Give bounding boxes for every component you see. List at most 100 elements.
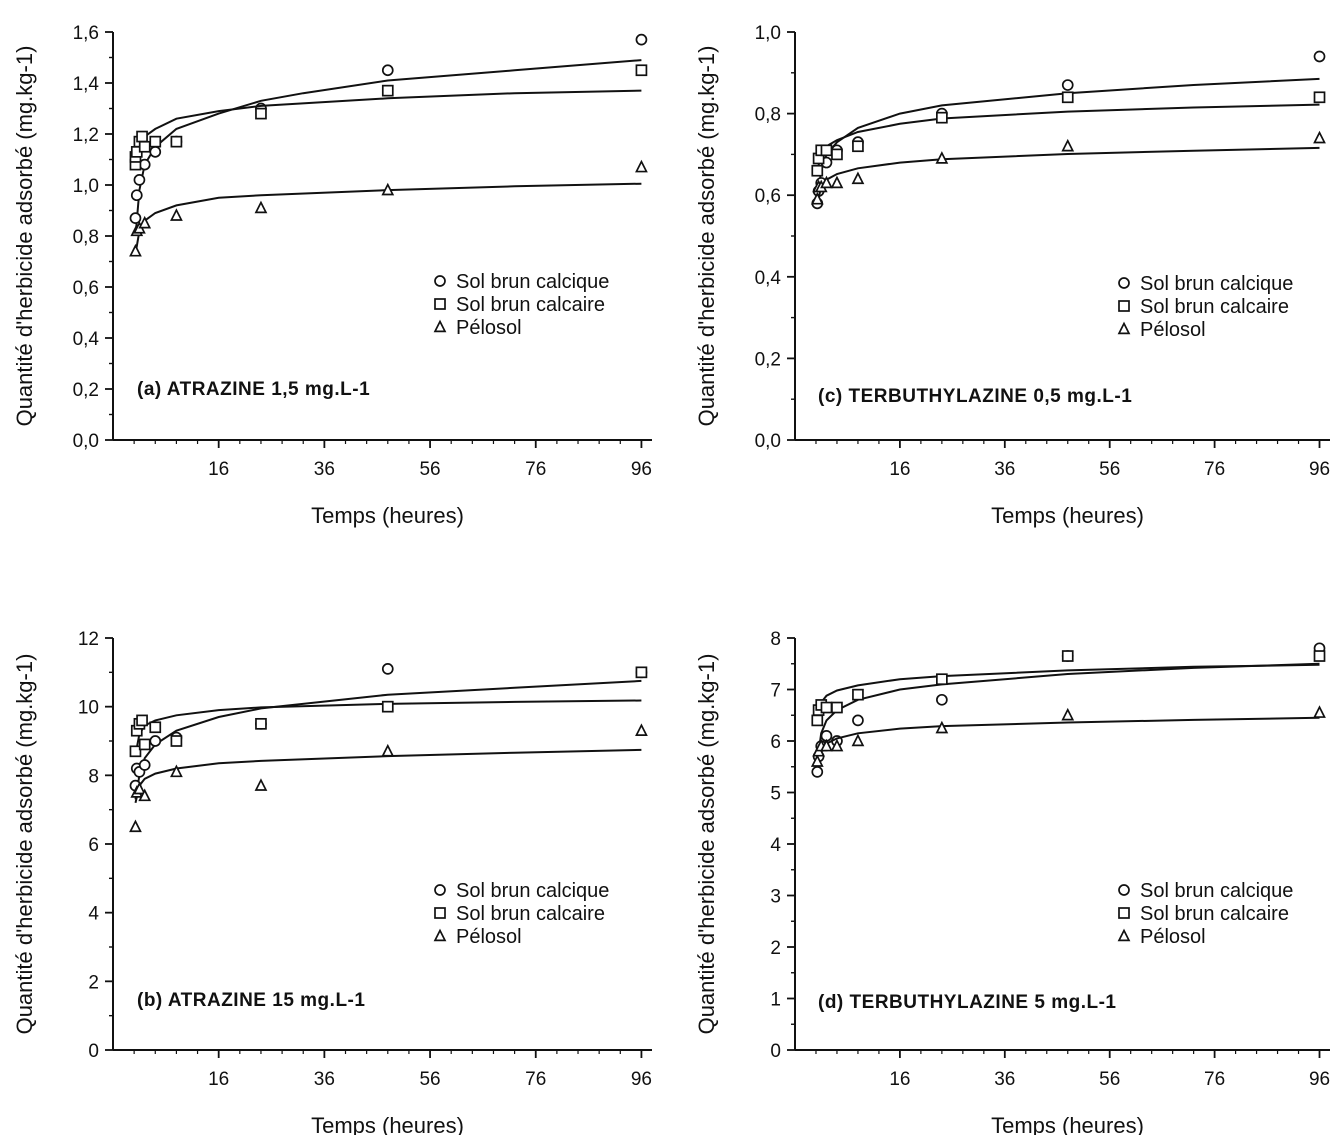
y-tick-label: 4 [88, 904, 99, 925]
y-tick-label: 5 [770, 784, 781, 805]
data-point-square [811, 164, 824, 177]
data-point-square [852, 688, 864, 701]
data-point-square [136, 714, 148, 727]
data-point-circle [635, 33, 648, 46]
x-tick-label: 36 [994, 1069, 1015, 1090]
x-tick-label: 36 [314, 459, 335, 480]
data-point-triangle [935, 720, 949, 734]
data-point-triangle [138, 788, 152, 802]
data-point-circle [1061, 79, 1074, 91]
y-tick-label: 4 [770, 835, 781, 856]
x-tick-label: 56 [419, 1069, 440, 1090]
data-point-circle [381, 663, 394, 675]
y-tick-label: 0,8 [755, 105, 781, 126]
x-axis-label: Temps (heures) [311, 503, 464, 528]
data-point-triangle [254, 778, 268, 791]
data-point-triangle [129, 819, 142, 833]
legend-label: Sol brun calcaire [456, 903, 605, 925]
chart-title: (d) TERBUTHYLAZINE 5 mg.L-1 [818, 992, 1117, 1013]
legend-label: Sol brun calcaire [456, 294, 605, 316]
x-tick-label: 96 [1309, 459, 1330, 480]
legend-marker-triangle [433, 319, 447, 333]
data-point-circle [133, 174, 146, 186]
legend-label: Pélosol [1140, 319, 1206, 341]
data-point-circle [852, 714, 864, 727]
fit-curve-triangle [816, 716, 1320, 757]
x-tick-label: 16 [208, 459, 229, 480]
fit-curve-square [134, 89, 642, 170]
data-point-square [831, 701, 843, 714]
data-point-square [129, 745, 142, 758]
x-tick-label: 96 [631, 1069, 652, 1090]
y-tick-label: 8 [88, 766, 99, 787]
fit-curve-triangle [816, 146, 1320, 204]
fit-curve-square [816, 103, 1320, 171]
data-point-triangle [635, 723, 648, 736]
data-point-triangle [1313, 705, 1326, 718]
data-point-triangle [170, 208, 183, 221]
data-point-circle [130, 189, 143, 202]
y-tick-label: 0,0 [755, 431, 781, 452]
y-tick-label: 6 [88, 835, 99, 856]
data-point-square [138, 140, 151, 153]
y-tick-label: 0 [88, 1041, 99, 1062]
chart-panel-a: 0,0 0,2 0,4 0,6 0,8 1,0 1,2 1,4 1,6 16 36 56 76 96 Tem… [12, 23, 652, 528]
x-tick-label: 76 [525, 459, 546, 480]
x-tick-label: 96 [631, 459, 652, 480]
y-tick-label: 6 [770, 732, 781, 753]
data-point-square [1061, 650, 1074, 662]
chart-title: (c) TERBUTHYLAZINE 0,5 mg.L-1 [818, 386, 1132, 407]
data-point-square [820, 701, 833, 714]
y-tick-label: 1,0 [755, 23, 781, 44]
chart-panel-b: 0 2 4 6 8 10 12 16 36 56 76 96 Temps (heures) Quantit… [12, 629, 652, 1135]
x-tick-label: 76 [1204, 1069, 1225, 1090]
data-point-triangle [133, 781, 146, 795]
data-point-triangle [138, 215, 152, 229]
data-point-square [255, 717, 267, 730]
y-tick-label: 3 [770, 887, 781, 908]
y-tick-label: 0,2 [755, 349, 781, 370]
x-tick-label: 16 [208, 1069, 229, 1090]
y-tick-label: 10 [78, 698, 99, 719]
x-tick-label: 76 [525, 1069, 546, 1090]
x-tick-label: 16 [889, 1069, 910, 1090]
fit-curve-circle [134, 59, 642, 237]
data-point-triangle [381, 743, 395, 757]
y-tick-label: 7 [770, 681, 781, 702]
data-point-square [1313, 91, 1326, 104]
y-axis-label: Quantité d'herbicide adsorbé (mg.kg-1) [12, 46, 37, 427]
data-point-triangle [254, 200, 268, 214]
data-point-square [852, 140, 864, 153]
data-point-triangle [851, 171, 865, 185]
x-tick-label: 96 [1309, 1069, 1330, 1090]
data-point-triangle [129, 243, 142, 257]
data-point-square [149, 721, 162, 734]
data-point-square [381, 84, 394, 97]
y-tick-label: 0,6 [755, 186, 781, 207]
data-point-square [255, 107, 267, 120]
data-point-square [149, 135, 162, 148]
y-axis-label: Quantité d'herbicide adsorbé (mg.kg-1) [694, 46, 719, 427]
legend-label: Sol brun calcique [1140, 273, 1293, 295]
data-point-triangle [820, 738, 833, 752]
legend-marker-square [1118, 300, 1130, 312]
fit-curve-circle [816, 662, 1320, 762]
chart-panel-c: 0,0 0,2 0,4 0,6 0,8 1,0 16 36 56 76 96 Temps (heure… [694, 23, 1330, 528]
data-point-square [170, 735, 183, 747]
data-point-square [811, 714, 824, 727]
fit-curve-triangle [134, 748, 642, 804]
legend-marker-square [1118, 907, 1130, 919]
data-point-square [1313, 650, 1326, 662]
legend-label: Pélosol [456, 926, 522, 948]
data-point-square [936, 111, 948, 124]
data-point-square [820, 144, 833, 157]
data-point-circle [1313, 50, 1326, 63]
data-point-triangle [810, 191, 824, 205]
legend-marker-triangle [1117, 321, 1131, 335]
